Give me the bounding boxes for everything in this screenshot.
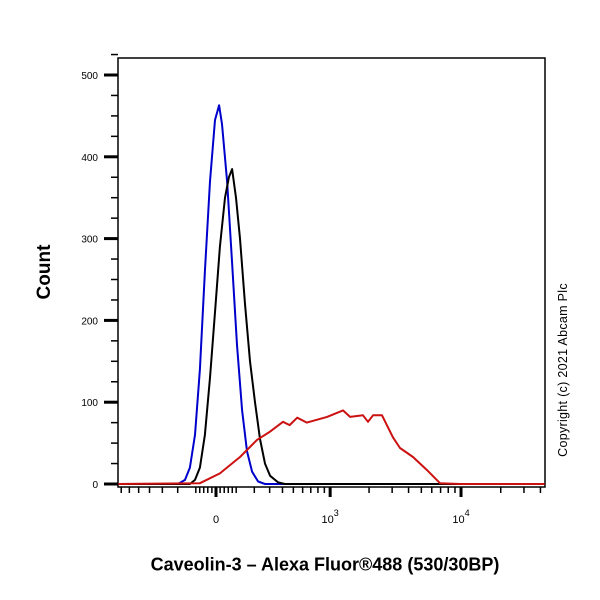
y-tick-label: 100 [81, 398, 98, 409]
curves [118, 104, 545, 485]
y-tick-label: 500 [81, 71, 98, 82]
plot-frame [117, 57, 546, 488]
histogram-curve-2 [118, 409, 545, 485]
x-tick-label: 103 [322, 508, 339, 526]
y-tick-label: 400 [81, 153, 98, 164]
histogram-curve-0 [118, 104, 545, 485]
histogram-curve-1 [118, 168, 545, 485]
y-tick-label: 0 [92, 480, 98, 491]
x-axis: 0 103 104 [120, 487, 542, 526]
y-axis: 0 100 200 300 400 500 [81, 53, 118, 491]
x-axis-label: Caveolin-3 – Alexa Fluor®488 (530/30BP) [150, 554, 500, 575]
y-tick-label: 300 [81, 235, 98, 246]
copyright-text: Copyright (c) 2021 Abcam Plc [556, 283, 570, 457]
x-tick-label: 0 [213, 514, 219, 526]
y-axis-label: Count [34, 244, 55, 300]
x-tick-label: 104 [452, 508, 469, 526]
y-tick-label: 200 [81, 316, 98, 327]
